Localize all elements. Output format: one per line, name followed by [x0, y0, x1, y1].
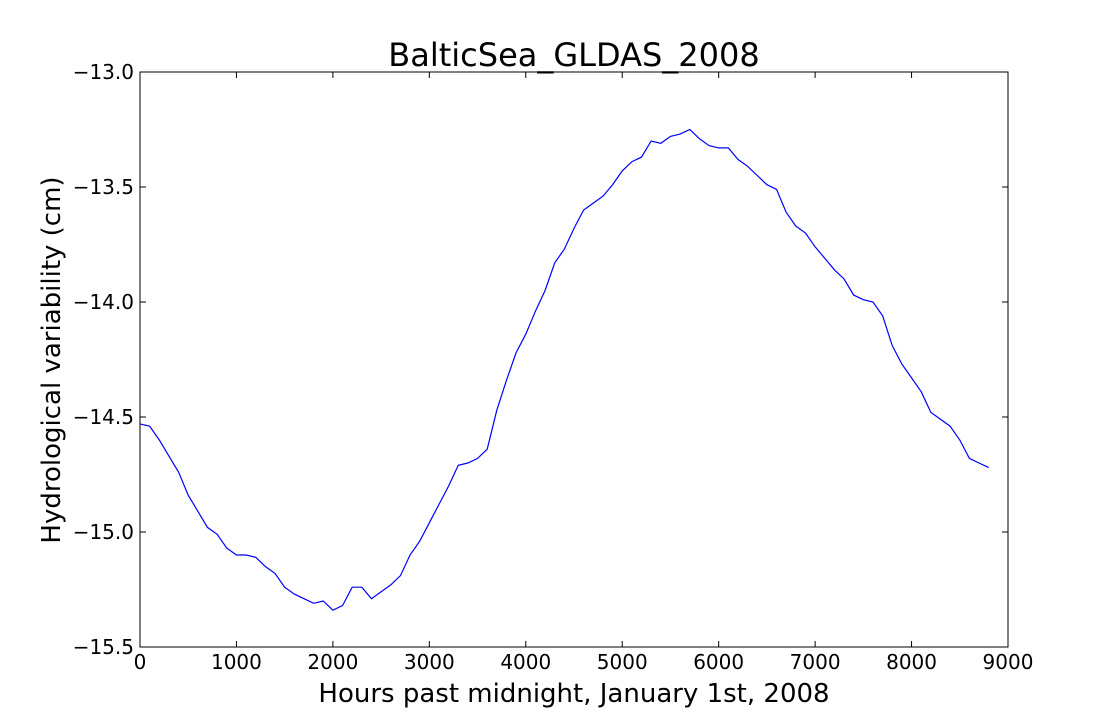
x-axis-label: Hours past midnight, January 1st, 2008 [318, 679, 829, 709]
plot-frame [139, 71, 1009, 648]
x-tick-label: 1000 [211, 650, 262, 674]
x-tick-label: 4000 [500, 650, 551, 674]
x-tick-label: 9000 [983, 650, 1034, 674]
y-tick-label: −14.0 [73, 290, 134, 314]
y-tick-label: −13.5 [73, 175, 134, 199]
y-tick-label: −15.0 [73, 520, 134, 544]
chart-title: BalticSea_GLDAS_2008 [388, 36, 759, 74]
data-line [139, 128, 989, 611]
x-tick-label: 2000 [307, 650, 358, 674]
x-tick-label: 6000 [693, 650, 744, 674]
x-tick-label: 3000 [404, 650, 455, 674]
x-tick-label: 7000 [790, 650, 841, 674]
y-axis-label: Hydrological variability (cm) [37, 176, 67, 543]
y-tick-label: −13.0 [73, 60, 134, 84]
x-tick-label: 5000 [597, 650, 648, 674]
x-tick-label: 0 [134, 650, 147, 674]
y-tick-label: −15.5 [73, 635, 134, 659]
y-tick-label: −14.5 [73, 405, 134, 429]
x-tick-label: 8000 [886, 650, 937, 674]
